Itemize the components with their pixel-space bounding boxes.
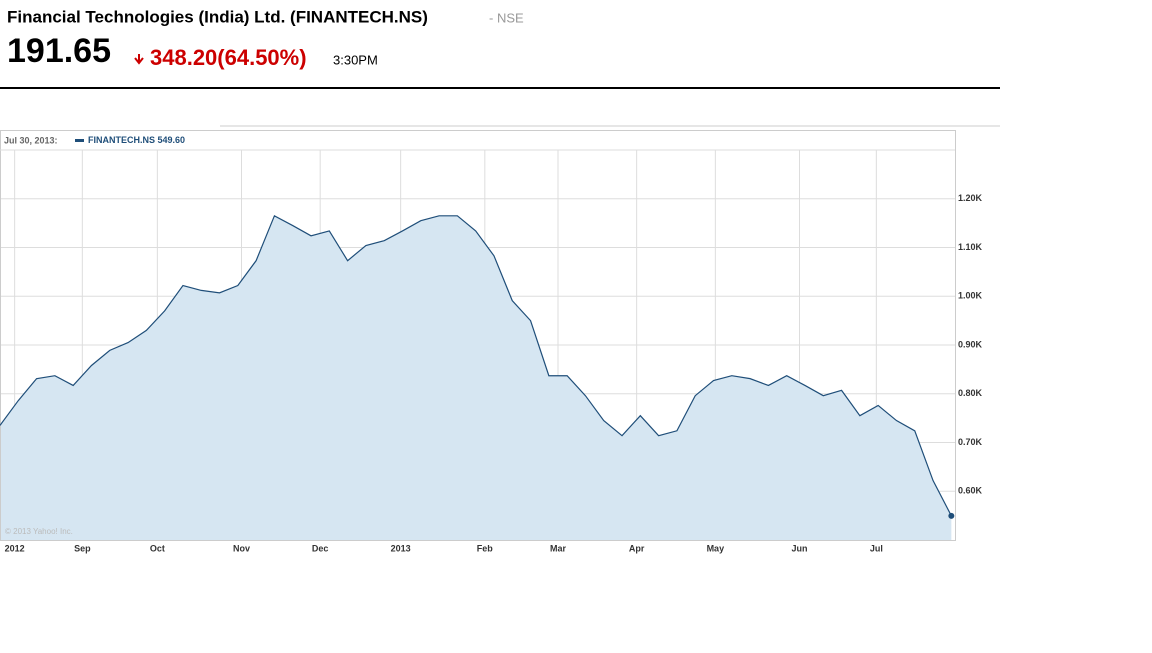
price-line bbox=[0, 214, 952, 517]
x-tick-label: Nov bbox=[233, 543, 250, 553]
price: 191.65 bbox=[7, 32, 111, 70]
x-tick-label: Apr bbox=[629, 543, 645, 553]
legend-swatch bbox=[75, 139, 84, 142]
y-tick-label: 0.90K bbox=[958, 339, 983, 349]
x-tick-label: 2013 bbox=[391, 543, 411, 553]
last-point bbox=[948, 512, 955, 519]
y-tick-label: 1.00K bbox=[958, 291, 983, 301]
price-change: 348.20(64.50%) bbox=[150, 45, 307, 70]
x-tick-label: Feb bbox=[477, 543, 494, 553]
y-tick-label: 1.20K bbox=[958, 193, 983, 203]
x-tick-label: Oct bbox=[150, 543, 165, 553]
x-tick-label: 2012 bbox=[5, 543, 25, 553]
y-tick-label: 0.70K bbox=[958, 437, 983, 447]
x-tick-label: Mar bbox=[550, 543, 567, 553]
chart-frame bbox=[0, 130, 956, 541]
x-tick-label: Sep bbox=[74, 543, 91, 553]
x-tick-label: May bbox=[707, 543, 725, 553]
area-fill bbox=[0, 215, 952, 540]
x-tick-label: Jul bbox=[870, 543, 883, 553]
legend-label: FINANTECH.NS 549.60 bbox=[88, 135, 185, 145]
legend-value: 549.60 bbox=[158, 135, 186, 145]
quote-time: 3:30PM bbox=[333, 52, 378, 67]
y-tick-label: 1.10K bbox=[958, 242, 983, 252]
y-tick-label: 0.80K bbox=[958, 388, 983, 398]
down-arrow bbox=[134, 54, 144, 65]
x-tick-label: Dec bbox=[312, 543, 329, 553]
copyright: © 2013 Yahoo! Inc. bbox=[5, 527, 73, 536]
legend-date: Jul 30, 2013: bbox=[4, 135, 58, 145]
y-tick-label: 0.60K bbox=[958, 486, 983, 496]
legend-series: FINANTECH.NS bbox=[88, 135, 155, 145]
x-tick-label: Jun bbox=[791, 543, 807, 553]
exchange: - NSE bbox=[489, 10, 524, 25]
page-title: Financial Technologies (India) Ltd. (FIN… bbox=[7, 7, 428, 26]
